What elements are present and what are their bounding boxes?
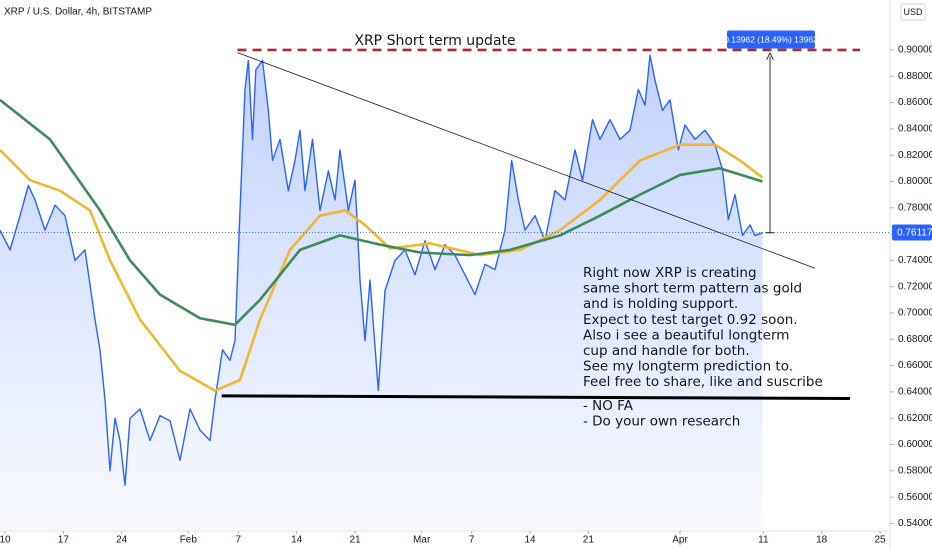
- y-tick-label: 0.66000: [898, 360, 932, 371]
- moving-average-line: [0, 98, 763, 327]
- trend-line: [221, 394, 851, 400]
- measure-label: 0.13962 (18.49%) 13962: [724, 34, 818, 44]
- note-line: - Do your own research: [583, 414, 740, 430]
- y-tick-label: 0.90000: [898, 45, 932, 56]
- y-tick-label: 0.88000: [898, 71, 932, 82]
- x-tick-label: 14: [524, 535, 536, 546]
- x-tick-label: 17: [58, 535, 70, 546]
- x-tick-label: 14: [291, 535, 303, 546]
- y-tick-label: 0.74000: [898, 255, 932, 266]
- last-price-box: [892, 224, 932, 241]
- trend-line: [237, 52, 816, 269]
- last-price-label: 0.76117: [897, 228, 932, 239]
- note-line: same short term pattern as gold: [583, 281, 802, 297]
- x-tick-label: 18: [816, 535, 828, 546]
- note-line: Feel free to share, like and suscribe: [583, 374, 823, 390]
- x-tick-label: Mar: [413, 535, 431, 546]
- y-tick-label: 0.54000: [898, 518, 932, 529]
- chart-title: XRP Short term update: [354, 33, 515, 49]
- measure-box: [727, 30, 815, 49]
- y-tick-label: 0.86000: [898, 97, 932, 108]
- note-line: See my longterm prediction to.: [583, 359, 793, 375]
- x-tick-label: 11: [758, 535, 769, 546]
- currency-label: USD: [903, 7, 923, 17]
- x-tick-label: 10: [0, 535, 11, 546]
- note-line: Also i see a beautiful longterm: [583, 327, 789, 343]
- currency-box: [900, 3, 926, 21]
- y-tick-label: 0.82000: [898, 150, 932, 161]
- symbol-header: XRP / U.S. Dollar, 4h, BITSTAMP: [4, 7, 152, 18]
- y-tick-label: 0.68000: [898, 334, 932, 345]
- x-tick-label: 25: [874, 535, 886, 546]
- x-tick-label: Feb: [180, 535, 198, 546]
- y-tick-label: 0.60000: [898, 439, 932, 450]
- y-tick-label: 0.78000: [898, 202, 932, 213]
- y-tick-label: 0.80000: [898, 176, 932, 187]
- y-tick-label: 0.70000: [898, 308, 932, 319]
- y-tick-label: 0.84000: [898, 124, 932, 135]
- y-tick-label: 0.58000: [898, 465, 932, 476]
- x-tick-label: 24: [116, 535, 128, 546]
- note-line: and is holding support.: [583, 296, 738, 312]
- note-line: Expect to test target 0.92 soon.: [583, 312, 798, 328]
- price-line: [0, 54, 763, 486]
- note-line: Right now XRP is creating: [583, 265, 757, 281]
- y-tick-label: 0.56000: [898, 492, 932, 503]
- y-tick-label: 0.64000: [898, 387, 932, 398]
- x-tick-label: 21: [583, 535, 595, 546]
- note-line: cup and handle for both.: [583, 343, 750, 359]
- y-tick-label: 0.72000: [898, 281, 932, 292]
- moving-average-line: [0, 143, 764, 392]
- note-line: - NO FA: [583, 398, 634, 414]
- x-tick-label: 7: [236, 535, 242, 546]
- x-tick-label: 21: [349, 535, 361, 546]
- y-tick-label: 0.62000: [898, 413, 932, 424]
- x-tick-label: Apr: [672, 535, 688, 546]
- x-tick-label: 7: [469, 535, 475, 546]
